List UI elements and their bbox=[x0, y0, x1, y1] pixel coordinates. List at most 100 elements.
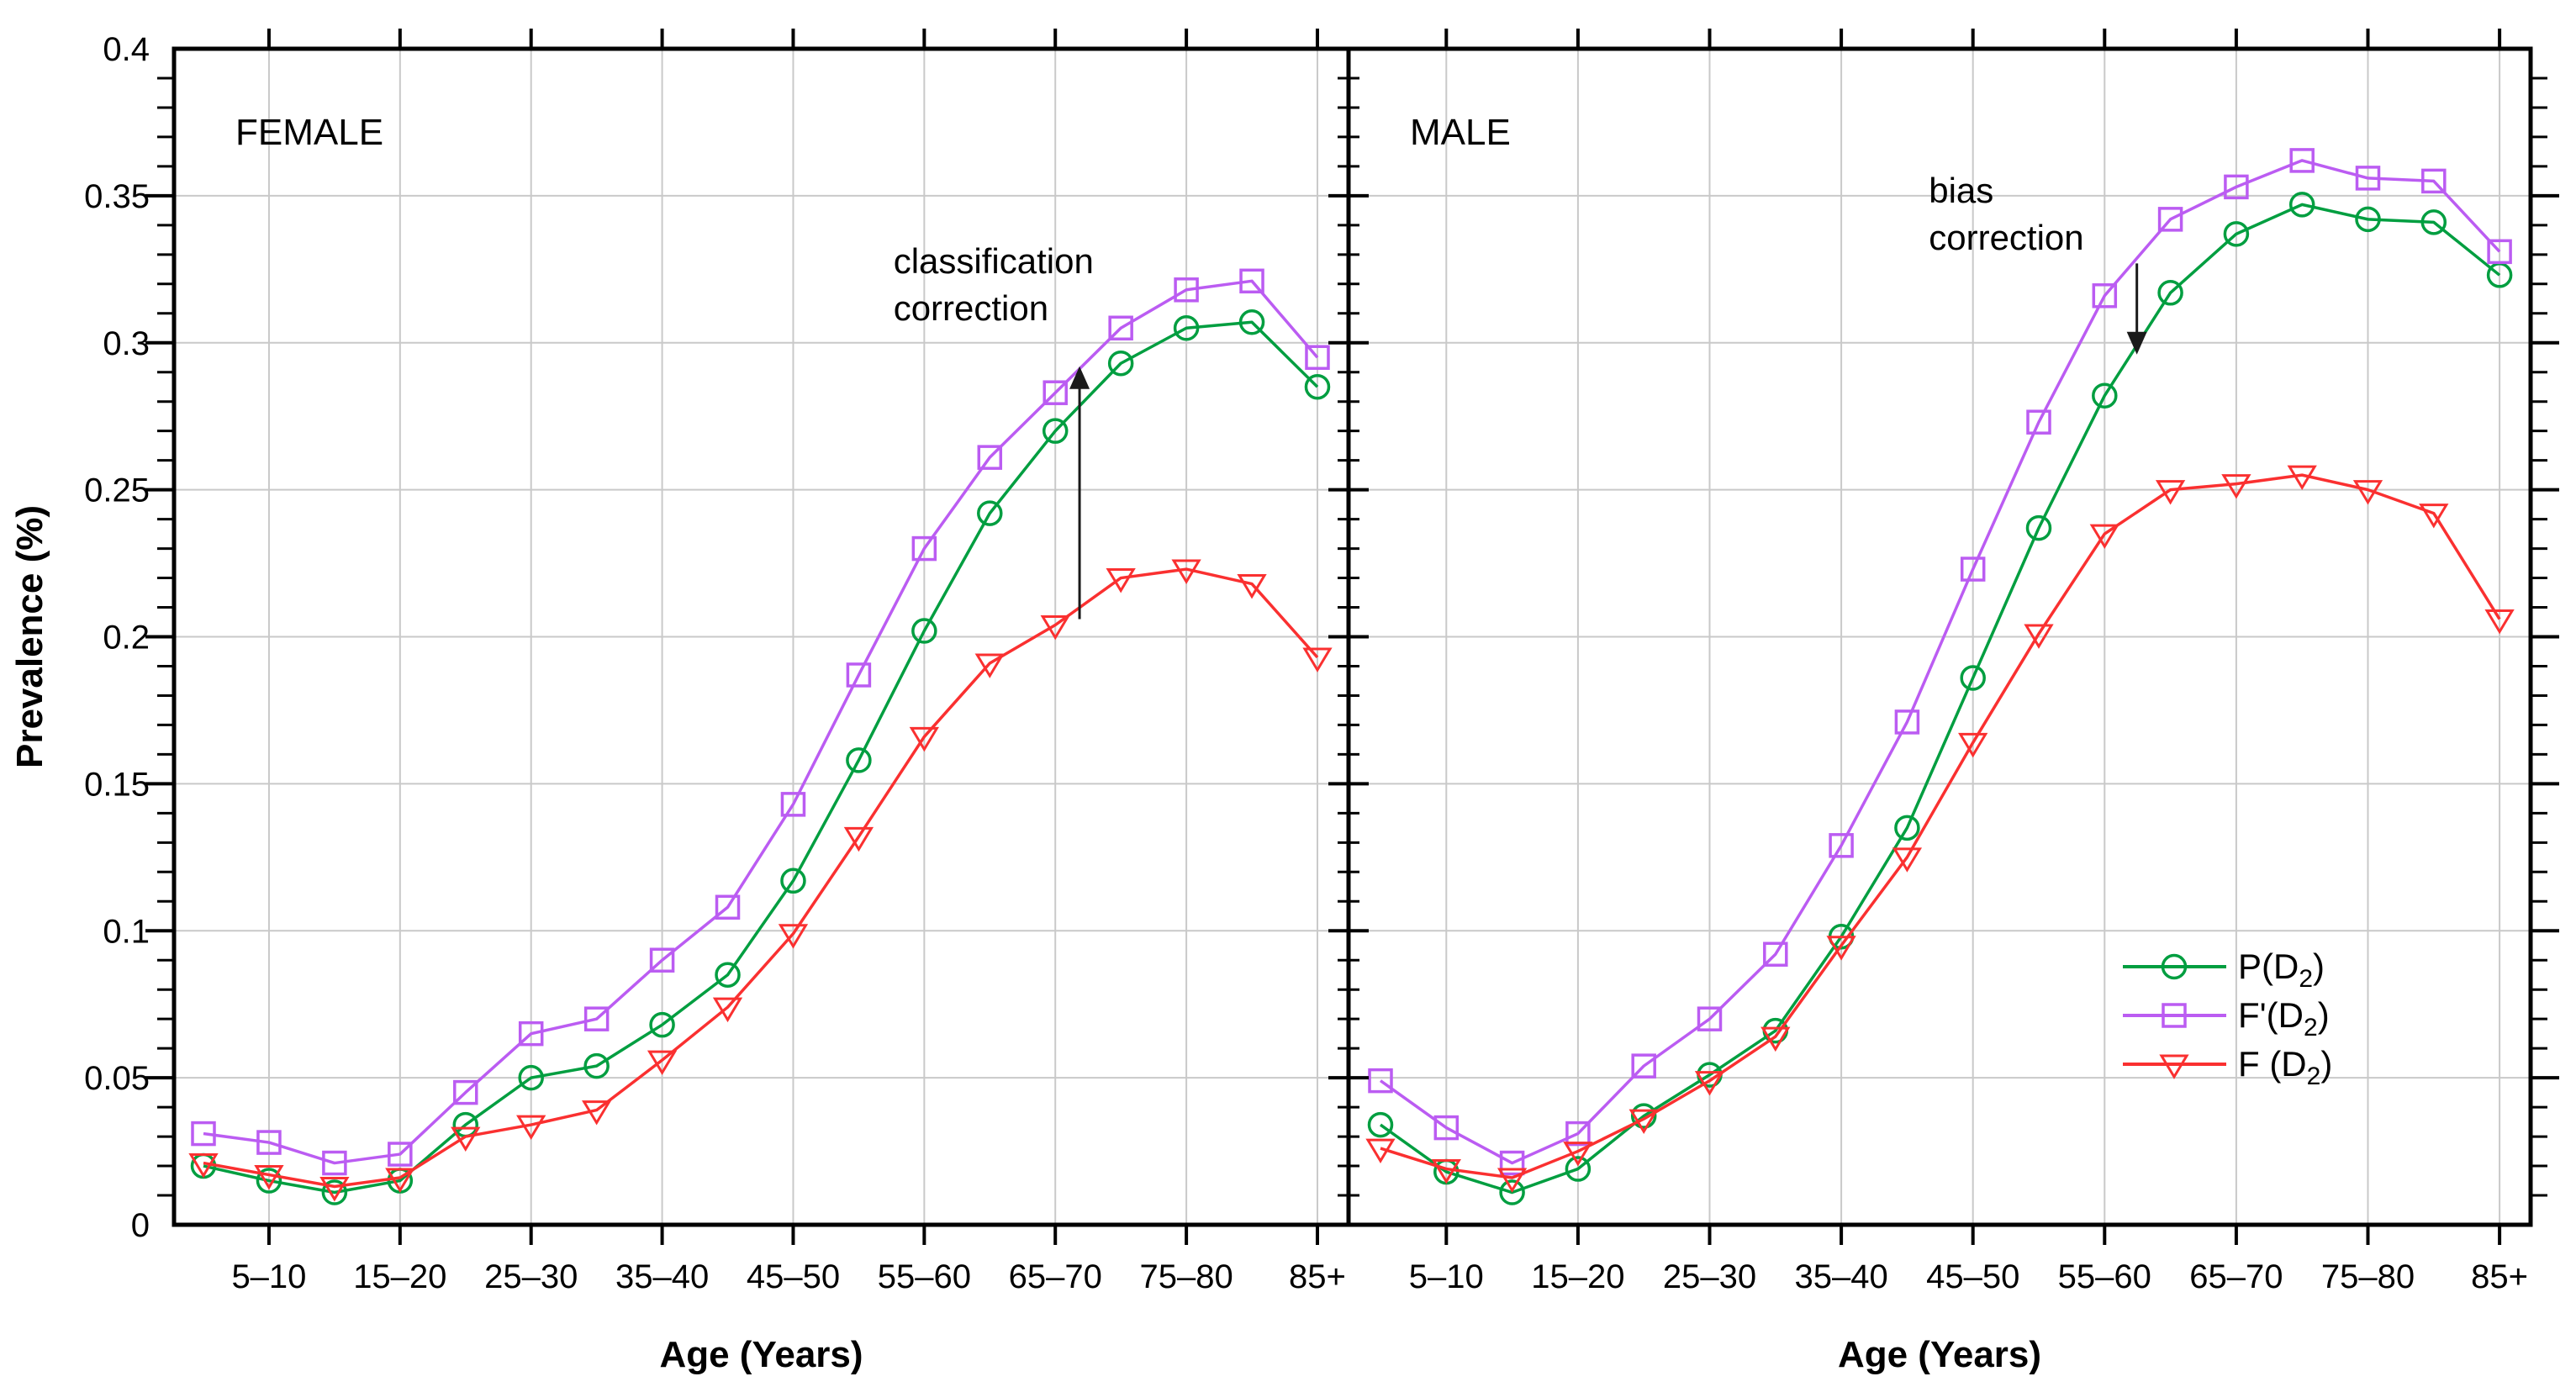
square-marker bbox=[2487, 239, 2512, 265]
y-tick-label: 0.3 bbox=[103, 325, 150, 362]
circle-marker bbox=[321, 1179, 348, 1205]
y-tick-label: 0 bbox=[131, 1207, 150, 1244]
series-line bbox=[1380, 473, 2501, 1179]
square-marker bbox=[1829, 833, 1854, 858]
y-tick-label: 0.2 bbox=[103, 620, 150, 657]
circle-marker bbox=[2223, 221, 2250, 247]
square-marker bbox=[715, 894, 741, 920]
legend-label: P(D2) bbox=[2238, 947, 2325, 993]
x-tick-label: 15–20 bbox=[353, 1258, 446, 1295]
annotation-text: correction bbox=[1929, 218, 2083, 257]
square-marker bbox=[518, 1020, 544, 1047]
x-axis-title: Age (Years) bbox=[659, 1334, 863, 1375]
triangle-marker bbox=[647, 1050, 678, 1076]
square-marker bbox=[1763, 941, 1788, 967]
triangle-marker bbox=[909, 726, 939, 752]
x-tick-label: 45–50 bbox=[747, 1258, 840, 1295]
circle-marker bbox=[1304, 373, 1331, 400]
panel-label-female: FEMALE bbox=[235, 112, 383, 153]
circle-marker bbox=[2025, 514, 2052, 541]
square-marker bbox=[846, 662, 872, 688]
x-tick-label: 15–20 bbox=[1531, 1258, 1624, 1295]
y-tick-label: 0.35 bbox=[84, 178, 150, 215]
triangle-marker bbox=[2419, 504, 2449, 529]
triangle-marker bbox=[516, 1115, 546, 1141]
square-marker bbox=[1305, 345, 1330, 370]
triangle-marker bbox=[188, 1153, 219, 1179]
circle-marker bbox=[1107, 350, 1134, 377]
square-marker bbox=[388, 1142, 413, 1167]
series-FD2-female bbox=[188, 559, 1333, 1202]
circle-marker bbox=[846, 747, 872, 773]
annotation-female: classification correction bbox=[894, 241, 1094, 620]
x-tick-label: 65–70 bbox=[1009, 1258, 1102, 1295]
circle-marker bbox=[2092, 382, 2118, 409]
square-marker bbox=[911, 535, 937, 562]
triangle-marker bbox=[1106, 568, 1136, 593]
square-marker bbox=[649, 947, 675, 973]
square-marker bbox=[1960, 556, 1986, 582]
circle-marker bbox=[2157, 280, 2183, 306]
triangle-marker bbox=[2352, 480, 2383, 505]
gridlines-male bbox=[1349, 49, 2531, 1225]
x-tick-label: 85+ bbox=[1289, 1258, 1346, 1295]
y-tick-label: 0.15 bbox=[84, 766, 150, 803]
circle-marker bbox=[2355, 206, 2381, 233]
legend-triangle-marker bbox=[2159, 1054, 2189, 1079]
circle-marker bbox=[1894, 815, 1920, 841]
x-tick-label: 75–80 bbox=[1139, 1258, 1233, 1295]
square-marker bbox=[322, 1150, 347, 1176]
gridlines-female bbox=[174, 49, 1349, 1225]
square-marker bbox=[2026, 409, 2051, 435]
triangle-marker bbox=[1365, 1138, 1396, 1163]
series-PD2-male bbox=[1367, 192, 2513, 1205]
triangle-marker bbox=[2089, 524, 2119, 550]
annotation-male: bias correction bbox=[1929, 171, 2147, 355]
triangle-marker bbox=[843, 826, 874, 852]
x-tick-label: 65–70 bbox=[2189, 1258, 2283, 1295]
x-tick-label: 5–10 bbox=[231, 1258, 306, 1295]
square-marker bbox=[2157, 207, 2183, 232]
x-tick-label: 35–40 bbox=[615, 1258, 709, 1295]
series-FD2-male bbox=[1365, 465, 2515, 1193]
circle-marker bbox=[518, 1064, 544, 1091]
square-marker bbox=[780, 792, 806, 817]
triangle-marker bbox=[581, 1100, 612, 1126]
circle-marker bbox=[2288, 192, 2315, 218]
triangle-marker bbox=[1892, 847, 1923, 873]
triangle-marker bbox=[2484, 609, 2515, 635]
square-marker bbox=[2224, 174, 2249, 200]
triangle-marker bbox=[1958, 732, 1988, 758]
triangle-marker bbox=[778, 924, 809, 949]
legend-label: F (D2) bbox=[2238, 1044, 2332, 1090]
triangle-marker bbox=[1431, 1159, 1461, 1184]
square-marker bbox=[1631, 1053, 1656, 1078]
legend-circle-marker bbox=[2161, 953, 2188, 980]
x-tick-label: 25–30 bbox=[1663, 1258, 1756, 1295]
square-marker bbox=[1174, 277, 1199, 303]
triangle-marker bbox=[974, 653, 1005, 678]
triangle-marker bbox=[1302, 647, 1333, 672]
series-FD2-female bbox=[191, 268, 1330, 1176]
square-marker bbox=[583, 1006, 610, 1031]
square-marker bbox=[977, 445, 1003, 470]
circle-marker bbox=[977, 500, 1003, 526]
square-marker bbox=[1697, 1006, 1723, 1031]
panel-label-male: MALE bbox=[1410, 112, 1511, 153]
circle-marker bbox=[1238, 309, 1265, 335]
legend-label: F'(D2) bbox=[2238, 995, 2330, 1042]
triangle-marker bbox=[1628, 1109, 1659, 1135]
arrow-head-up bbox=[1069, 366, 1090, 389]
circle-marker bbox=[2420, 209, 2447, 235]
circle-marker bbox=[911, 618, 937, 644]
triangle-marker bbox=[254, 1165, 284, 1190]
triangle-marker bbox=[712, 997, 743, 1023]
triangle-marker bbox=[385, 1168, 415, 1193]
legend-square-marker bbox=[2162, 1003, 2187, 1028]
circle-marker bbox=[1630, 1103, 1657, 1129]
square-marker bbox=[1565, 1121, 1591, 1147]
circle-marker bbox=[1960, 665, 1986, 691]
y-tick-label: 0.05 bbox=[84, 1060, 150, 1097]
